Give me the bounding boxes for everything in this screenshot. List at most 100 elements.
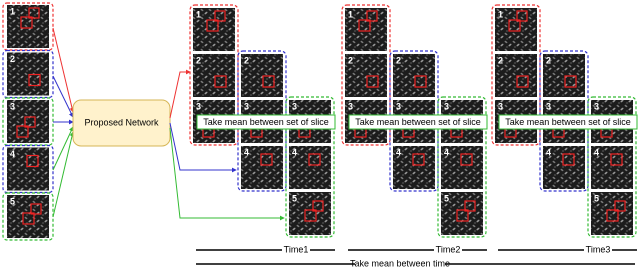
slice-number: 2 <box>196 55 201 65</box>
roi-box <box>304 209 317 222</box>
slice-number: 3 <box>546 101 551 111</box>
roi-box <box>26 154 39 168</box>
slice-image <box>289 146 331 189</box>
slice-set-frame <box>189 4 239 146</box>
slice-image <box>543 54 585 97</box>
slice-number: 3 <box>594 101 599 111</box>
note-box <box>498 114 638 130</box>
slice-number: 2 <box>546 55 551 65</box>
roi-box <box>20 16 33 29</box>
roi-box <box>460 153 473 166</box>
slice-image <box>543 146 585 189</box>
slice-number: 2 <box>348 55 353 65</box>
slice-number: 2 <box>498 55 503 65</box>
roi-box <box>562 153 575 166</box>
roi-box <box>614 200 626 212</box>
time-bg <box>434 245 462 255</box>
note-label: Take mean between set of slice <box>203 117 329 127</box>
slice-image <box>7 195 49 238</box>
slice-image <box>7 5 49 48</box>
slice-number: 3 <box>244 101 249 111</box>
slice-number: 4 <box>396 147 401 157</box>
time-label: Time3 <box>586 244 611 254</box>
roi-box <box>606 209 619 222</box>
roi-box <box>610 153 623 166</box>
slice-image <box>495 8 537 51</box>
slice-number: 5 <box>444 193 449 203</box>
slice-number: 5 <box>594 193 599 203</box>
slice-set-frame <box>587 96 637 238</box>
slice-frame <box>2 2 54 51</box>
slice-image <box>289 192 331 235</box>
slice-number: 4 <box>10 149 15 159</box>
roi-box <box>206 19 219 32</box>
slice-image <box>345 8 387 51</box>
time-group: 1 2 3 2 3 4 3 4 5 Take mean between set of slice T… <box>341 4 488 255</box>
slice-set-frame <box>491 4 541 146</box>
roi-box <box>358 19 371 32</box>
roi-box <box>464 200 476 212</box>
slice-number: 2 <box>10 54 15 64</box>
slice-number: 4 <box>444 147 449 157</box>
slice-image <box>7 147 49 191</box>
roi-box <box>30 203 42 215</box>
roi-box <box>22 212 35 225</box>
slice-number: 3 <box>196 101 201 111</box>
time-label: Time1 <box>284 244 309 254</box>
input-slices: 1 2 3 4 5 <box>2 2 54 241</box>
slice-image <box>345 54 387 97</box>
slice-number: 2 <box>244 55 249 65</box>
slice-number: 5 <box>10 196 15 206</box>
footer-label: Take mean between time <box>350 258 450 268</box>
slice-number: 4 <box>594 147 599 157</box>
roi-box <box>414 75 427 88</box>
roi-box <box>312 200 324 212</box>
input-arrows <box>52 27 75 218</box>
slice-number: 3 <box>498 101 503 111</box>
network-label: Proposed Network <box>84 117 159 127</box>
roi-box <box>28 7 40 19</box>
slice-image <box>393 146 435 189</box>
slice-number: 3 <box>396 101 401 111</box>
time-group: 1 2 3 2 3 4 3 4 5 Take mean between set of slice T… <box>491 4 638 255</box>
slice-image <box>441 192 483 235</box>
slice-number: 4 <box>546 147 551 157</box>
roi-box <box>308 153 321 166</box>
slice-number: 1 <box>348 9 353 19</box>
time-group: 1 2 3 2 3 4 3 4 5 Take mean between set of slice T… <box>189 4 336 255</box>
roi-box <box>16 125 29 138</box>
slice-number: 4 <box>292 147 297 157</box>
roi-box <box>412 153 425 166</box>
roi-box <box>214 75 227 88</box>
slice-number: 3 <box>10 101 15 111</box>
output-arrows <box>169 69 285 221</box>
slice-image <box>241 146 283 189</box>
roi-box <box>366 10 378 22</box>
roi-box <box>262 75 275 88</box>
slice-image <box>441 146 483 189</box>
slice-number: 5 <box>292 193 297 203</box>
roi-box <box>366 75 379 88</box>
time-bg <box>282 245 310 255</box>
note-box <box>348 114 488 130</box>
roi-box <box>24 116 36 128</box>
time-label: Time2 <box>436 244 461 254</box>
slice-number: 4 <box>244 147 249 157</box>
time-bg <box>584 245 612 255</box>
roi-box <box>214 10 226 22</box>
slice-image <box>591 146 633 189</box>
roi-box <box>508 19 521 32</box>
slice-image <box>591 192 633 235</box>
slice-number: 1 <box>10 6 15 16</box>
note-label: Take mean between set of slice <box>505 117 631 127</box>
slice-set-frame <box>285 96 335 238</box>
slice-image <box>7 52 49 96</box>
roi-box <box>564 75 577 88</box>
slice-set-frame <box>341 4 391 146</box>
slice-image <box>241 54 283 97</box>
roi-box <box>516 75 529 88</box>
slice-number: 3 <box>444 101 449 111</box>
slice-image <box>193 54 235 97</box>
slice-set-frame <box>437 96 487 238</box>
